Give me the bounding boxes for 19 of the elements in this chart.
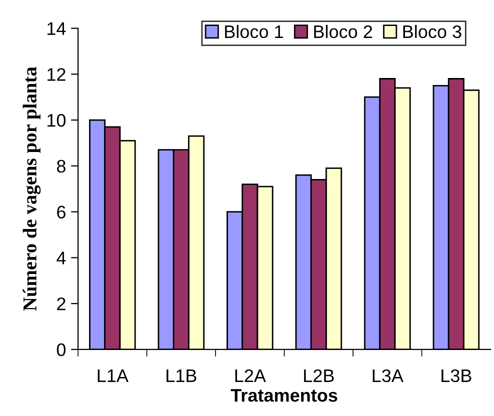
y-tick-label: 8 [56, 160, 66, 173]
y-tick-label: 12 [48, 68, 66, 81]
y-tick-label: 2 [57, 297, 66, 310]
y-tick-label: 0 [56, 343, 66, 356]
y-axis-title: Número de vagens por planta [22, 66, 41, 311]
y-tick-label: 6 [57, 206, 66, 219]
y-tick-label: 4 [56, 252, 66, 264]
y-tick-label: 14 [48, 22, 66, 35]
x-tick-label: L2B [304, 369, 334, 382]
x-tick-label: L1A [98, 370, 128, 382]
x-tick-label: L3A [372, 369, 404, 382]
y-tick-label: 10 [48, 114, 66, 127]
legend-label: Bloco 2 [314, 24, 372, 38]
x-tick-label: L2A [235, 369, 266, 382]
legend-label: Bloco 1 [225, 24, 283, 38]
x-tick-label: L1B [166, 370, 196, 382]
x-tick-label: L3B [442, 369, 472, 382]
x-axis-title: Tratamentos [230, 389, 338, 402]
legend-label: Bloco 3 [403, 24, 462, 38]
